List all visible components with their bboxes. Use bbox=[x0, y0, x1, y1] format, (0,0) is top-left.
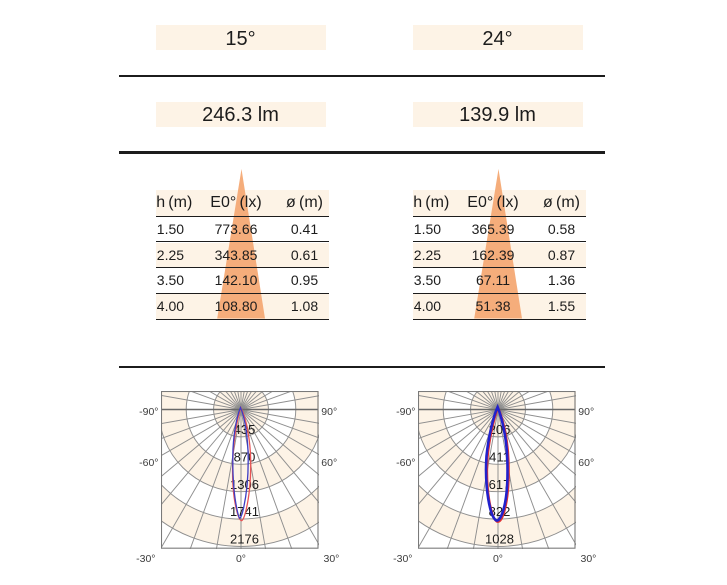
svg-text:411: 411 bbox=[489, 449, 510, 464]
svg-text:617: 617 bbox=[489, 477, 511, 492]
svg-text:435: 435 bbox=[234, 422, 256, 437]
svg-text:1028: 1028 bbox=[485, 532, 514, 547]
svg-text:2176: 2176 bbox=[230, 532, 259, 547]
svg-text:1306: 1306 bbox=[230, 477, 259, 492]
svg-text:870: 870 bbox=[234, 449, 256, 464]
